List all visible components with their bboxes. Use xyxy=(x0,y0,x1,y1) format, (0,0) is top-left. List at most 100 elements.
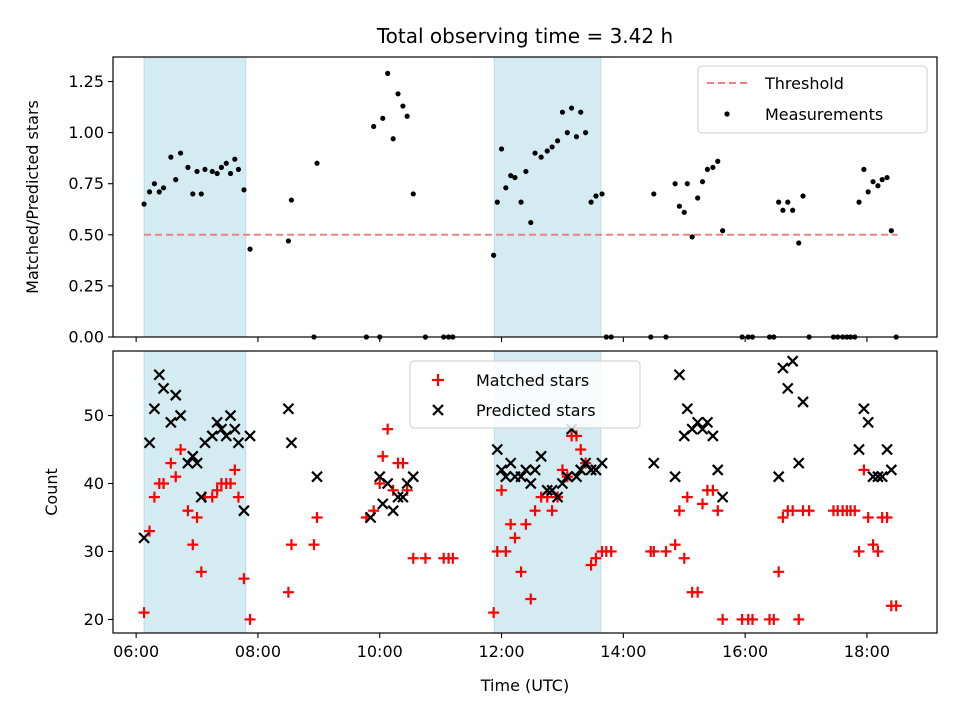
predicted-star-point xyxy=(187,450,199,463)
measurement-point xyxy=(491,252,497,258)
predicted-star-stroke xyxy=(881,443,893,456)
predicted-star-point xyxy=(232,436,245,449)
matched-star-point xyxy=(377,450,389,462)
measurement-point xyxy=(544,148,550,154)
measurement-point xyxy=(676,203,682,209)
predicted-star-point xyxy=(515,470,527,483)
predicted-star-stroke xyxy=(282,402,295,415)
predicted-star-stroke xyxy=(311,470,323,483)
predicted-star-point xyxy=(585,464,597,476)
measurements-legend-label: Measurements xyxy=(765,105,883,124)
predicted-star-stroke xyxy=(148,402,161,415)
measurement-point xyxy=(395,91,401,97)
predicted-star-stroke xyxy=(862,416,874,429)
matched-star-point xyxy=(407,552,419,564)
predicted-star-point xyxy=(885,464,898,476)
matched-star-point xyxy=(282,586,294,598)
matched-star-point xyxy=(793,613,805,625)
measurement-point xyxy=(494,199,500,205)
predicted-star-stroke xyxy=(696,423,709,435)
predicted-star-point xyxy=(220,430,233,442)
predicted-star-point xyxy=(143,436,156,449)
predicted-star-point xyxy=(701,416,714,429)
matched-star-point xyxy=(803,505,815,517)
measurement-point xyxy=(518,199,524,205)
predicted-star-stroke xyxy=(387,504,399,517)
y-tick-label: 20 xyxy=(84,610,104,629)
predicted-legend-label: Predicted stars xyxy=(476,401,596,420)
observing-span xyxy=(143,56,247,338)
predicted-star-stroke xyxy=(381,477,394,490)
matched-star-point xyxy=(158,478,170,490)
predicted-star-stroke xyxy=(797,396,809,408)
matched-star-point xyxy=(867,539,879,551)
predicted-star-stroke xyxy=(206,430,219,442)
measurement-point xyxy=(588,199,594,205)
predicted-star-point xyxy=(561,470,574,483)
predicted-star-point xyxy=(772,470,785,483)
predicted-star-stroke xyxy=(707,430,719,442)
predicted-star-point xyxy=(648,457,660,469)
predicted-star-stroke xyxy=(853,443,865,456)
measurement-point xyxy=(194,168,200,175)
matched-star-point xyxy=(515,566,527,578)
x-tick-label: 18:00 xyxy=(844,642,890,661)
predicted-star-point xyxy=(244,430,256,442)
predicted-star-stroke xyxy=(407,470,420,483)
matched-star-point xyxy=(669,539,681,551)
measurement-point xyxy=(314,160,320,166)
measurement-point xyxy=(780,207,786,213)
measurement-point xyxy=(214,170,220,177)
x-tick-label: 12:00 xyxy=(478,642,524,661)
measurement-point xyxy=(390,136,396,142)
predicted-star-stroke xyxy=(520,464,532,476)
matched-star-point xyxy=(509,532,521,544)
predicted-star-stroke xyxy=(711,464,724,476)
matched-star-point xyxy=(648,545,660,557)
predicted-star-point xyxy=(711,464,724,476)
measurement-point xyxy=(672,181,678,187)
x-axis-label: Time (UTC) xyxy=(480,676,569,695)
matched-star-point xyxy=(382,423,394,435)
predicted-star-stroke xyxy=(786,355,799,367)
measurement-point xyxy=(582,130,589,136)
matched-star-point xyxy=(575,444,587,456)
matched-star-point xyxy=(853,545,865,557)
matched-star-point xyxy=(148,491,160,503)
predicted-star-stroke xyxy=(546,484,558,497)
matched-star-point xyxy=(872,545,884,557)
measurements-legend-swatch xyxy=(724,111,730,117)
predicted-star-point xyxy=(797,396,809,408)
matched-star-point xyxy=(225,478,237,490)
matched-star-point xyxy=(182,505,194,517)
predicted-star-stroke xyxy=(373,470,386,483)
matched-star-point xyxy=(681,491,693,503)
measurement-point xyxy=(704,166,711,173)
y-tick-label: 0.00 xyxy=(68,328,104,347)
matched-star-point xyxy=(881,511,893,523)
predicted-star-stroke xyxy=(232,436,245,449)
measurement-point xyxy=(404,113,410,119)
measurement-point xyxy=(790,207,796,213)
predicted-legend-swatch xyxy=(432,404,444,416)
predicted-star-stroke xyxy=(191,457,203,469)
matched-star-point xyxy=(777,511,789,523)
matched-star-point xyxy=(505,518,517,530)
predicted-star-stroke xyxy=(585,464,597,476)
matched-star-point xyxy=(660,545,672,557)
x-tick-label: 08:00 xyxy=(235,642,281,661)
measurement-point xyxy=(573,134,580,140)
predicted-star-stroke xyxy=(211,416,223,429)
measurement-point xyxy=(141,201,147,207)
matched-star-point xyxy=(206,491,218,503)
predicted-star-stroke xyxy=(772,470,785,483)
predicted-star-point xyxy=(392,491,404,503)
measurement-point xyxy=(151,181,158,187)
measurement-point xyxy=(699,179,706,185)
matched-star-point xyxy=(890,600,902,612)
measurement-point xyxy=(380,115,386,121)
predicted-star-point xyxy=(786,355,799,367)
matched-star-point xyxy=(858,464,870,476)
predicted-star-point xyxy=(596,457,608,469)
predicted-star-stroke xyxy=(570,470,583,483)
